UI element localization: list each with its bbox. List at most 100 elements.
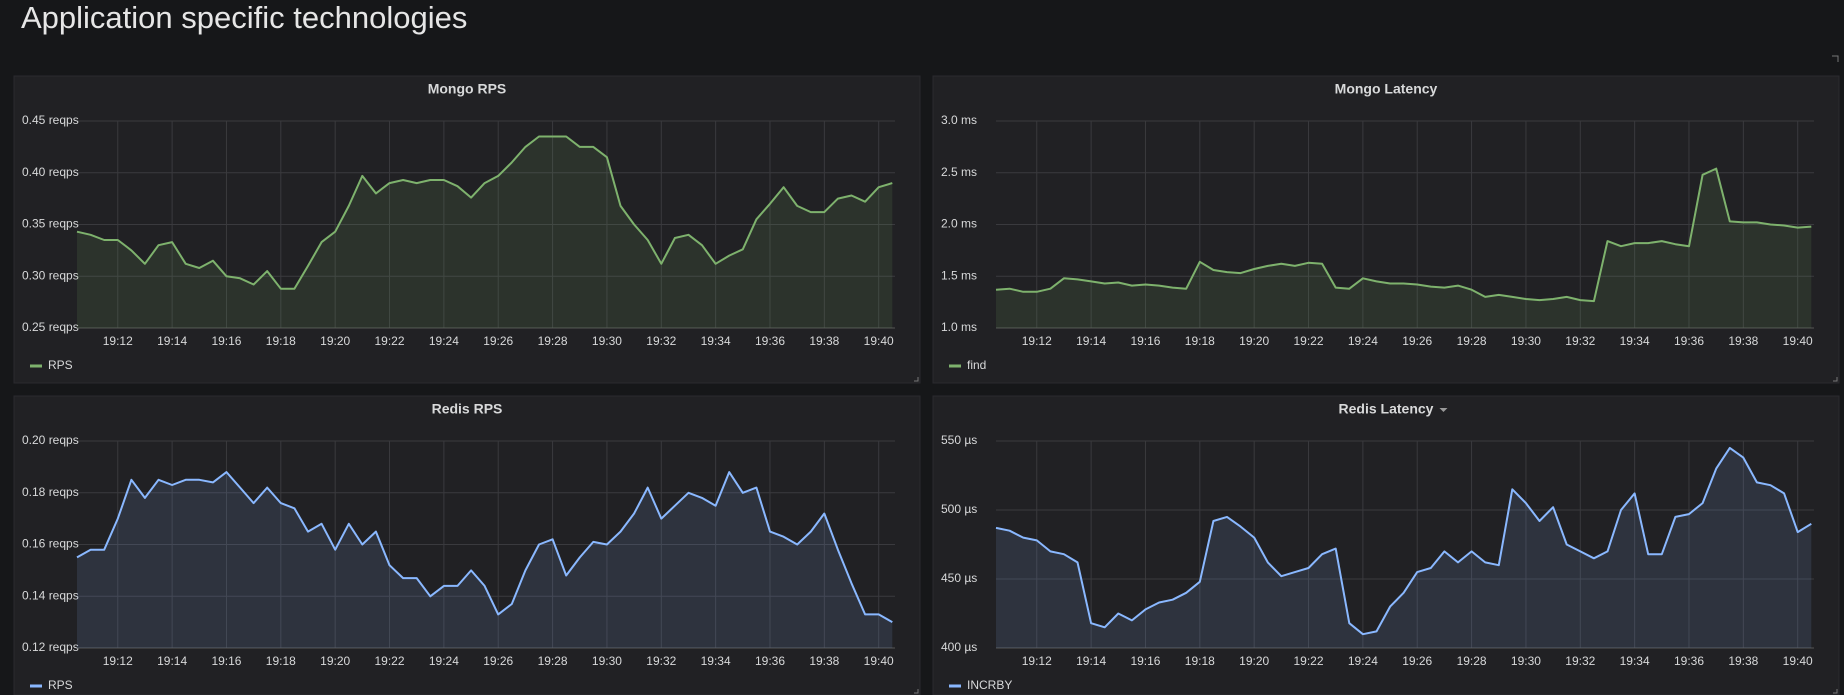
x-tick-label: 19:32 bbox=[1565, 334, 1595, 348]
panel-resize-handle bbox=[1833, 377, 1838, 382]
x-tick-label: 19:40 bbox=[1783, 334, 1813, 348]
x-tick-label: 19:12 bbox=[1022, 654, 1052, 668]
x-tick-label: 19:28 bbox=[538, 654, 568, 668]
x-tick-label: 19:26 bbox=[483, 654, 513, 668]
x-tick-label: 19:24 bbox=[1348, 334, 1378, 348]
y-tick-label: 0.45 reqps bbox=[22, 113, 79, 127]
series-line bbox=[76, 135, 893, 290]
x-tick-label: 19:34 bbox=[701, 654, 731, 668]
x-tick-label: 19:30 bbox=[592, 334, 622, 348]
panel-resize-handle bbox=[914, 689, 919, 694]
y-tick-label: 450 µs bbox=[941, 571, 977, 585]
x-tick-label: 19:12 bbox=[103, 654, 133, 668]
x-tick-label: 19:22 bbox=[375, 654, 405, 668]
x-tick-label: 19:20 bbox=[320, 334, 350, 348]
x-tick-label: 19:16 bbox=[1130, 654, 1160, 668]
x-tick-label: 19:18 bbox=[266, 334, 296, 348]
x-tick-label: 19:32 bbox=[646, 334, 676, 348]
x-tick-label: 19:16 bbox=[211, 654, 241, 668]
y-tick-label: 0.20 reqps bbox=[22, 433, 79, 447]
x-tick-label: 19:16 bbox=[1130, 334, 1160, 348]
x-tick-label: 19:22 bbox=[375, 334, 405, 348]
x-tick-label: 19:24 bbox=[429, 654, 459, 668]
panel-resize-handle bbox=[914, 377, 919, 382]
x-tick-label: 19:30 bbox=[592, 654, 622, 668]
y-tick-label: 1.0 ms bbox=[941, 320, 977, 334]
y-tick-label: 0.16 reqps bbox=[22, 537, 79, 551]
series-area bbox=[77, 136, 893, 328]
x-tick-label: 19:30 bbox=[1511, 334, 1541, 348]
x-tick-label: 19:36 bbox=[755, 654, 785, 668]
y-tick-label: 0.12 reqps bbox=[22, 640, 79, 654]
y-tick-label: 400 µs bbox=[941, 640, 977, 654]
x-tick-label: 19:20 bbox=[1239, 334, 1269, 348]
panel-title: Redis RPS bbox=[432, 401, 503, 417]
x-tick-label: 19:26 bbox=[1402, 334, 1432, 348]
panel bbox=[932, 75, 1840, 384]
x-tick-label: 19:16 bbox=[211, 334, 241, 348]
y-tick-label: 500 µs bbox=[941, 502, 977, 516]
panel-title: Redis Latency bbox=[1339, 401, 1434, 417]
series-line bbox=[995, 167, 1812, 303]
panel bbox=[13, 75, 921, 384]
panel-title: Mongo Latency bbox=[1335, 81, 1438, 97]
x-tick-label: 19:18 bbox=[1185, 334, 1215, 348]
y-tick-label: 0.40 reqps bbox=[22, 165, 79, 179]
x-tick-label: 19:36 bbox=[1674, 334, 1704, 348]
x-tick-label: 19:26 bbox=[483, 334, 513, 348]
y-tick-label: 1.5 ms bbox=[941, 268, 977, 282]
x-tick-label: 19:30 bbox=[1511, 654, 1541, 668]
x-tick-label: 19:14 bbox=[157, 654, 187, 668]
x-tick-label: 19:28 bbox=[1457, 654, 1487, 668]
y-tick-label: 0.18 reqps bbox=[22, 485, 79, 499]
x-tick-label: 19:28 bbox=[1457, 334, 1487, 348]
y-tick-label: 2.0 ms bbox=[941, 217, 977, 231]
panel-title: Mongo RPS bbox=[428, 81, 507, 97]
x-tick-label: 19:36 bbox=[1674, 654, 1704, 668]
y-tick-label: 3.0 ms bbox=[941, 113, 977, 127]
x-tick-label: 19:18 bbox=[1185, 654, 1215, 668]
x-tick-label: 19:22 bbox=[1294, 334, 1324, 348]
panel-resize-handle bbox=[1833, 689, 1838, 694]
legend-label: INCRBY bbox=[967, 678, 1012, 692]
panel bbox=[13, 395, 921, 695]
x-tick-label: 19:28 bbox=[538, 334, 568, 348]
x-tick-label: 19:38 bbox=[1728, 654, 1758, 668]
y-tick-label: 550 µs bbox=[941, 433, 977, 447]
x-tick-label: 19:20 bbox=[320, 654, 350, 668]
panel bbox=[932, 395, 1840, 695]
x-tick-label: 19:18 bbox=[266, 654, 296, 668]
x-tick-label: 19:26 bbox=[1402, 654, 1432, 668]
panel-menu-caret bbox=[1439, 408, 1448, 412]
y-tick-label: 2.5 ms bbox=[941, 165, 977, 179]
x-tick-label: 19:14 bbox=[1076, 334, 1106, 348]
x-tick-label: 19:12 bbox=[103, 334, 133, 348]
x-tick-label: 19:32 bbox=[1565, 654, 1595, 668]
x-tick-label: 19:22 bbox=[1294, 654, 1324, 668]
x-tick-label: 19:38 bbox=[1728, 334, 1758, 348]
x-tick-label: 19:38 bbox=[809, 654, 839, 668]
x-tick-label: 19:32 bbox=[646, 654, 676, 668]
x-tick-label: 19:34 bbox=[1620, 654, 1650, 668]
x-tick-label: 19:40 bbox=[864, 334, 894, 348]
x-tick-label: 19:24 bbox=[429, 334, 459, 348]
resize-handle bbox=[1832, 55, 1839, 62]
x-tick-label: 19:14 bbox=[157, 334, 187, 348]
y-tick-label: 0.30 reqps bbox=[22, 268, 79, 282]
x-tick-label: 19:14 bbox=[1076, 654, 1106, 668]
x-tick-label: 19:34 bbox=[1620, 334, 1650, 348]
y-tick-label: 0.35 reqps bbox=[22, 217, 79, 231]
x-tick-label: 19:34 bbox=[701, 334, 731, 348]
dashboard-title: Application specific technologies bbox=[21, 0, 467, 35]
series-area bbox=[996, 168, 1812, 328]
y-tick-label: 0.25 reqps bbox=[22, 320, 79, 334]
legend-label: RPS bbox=[48, 358, 73, 372]
x-tick-label: 19:24 bbox=[1348, 654, 1378, 668]
series-area bbox=[996, 447, 1812, 648]
x-tick-label: 19:40 bbox=[1783, 654, 1813, 668]
x-tick-label: 19:36 bbox=[755, 334, 785, 348]
x-tick-label: 19:12 bbox=[1022, 334, 1052, 348]
series-line bbox=[76, 471, 893, 623]
series-area bbox=[77, 472, 893, 648]
